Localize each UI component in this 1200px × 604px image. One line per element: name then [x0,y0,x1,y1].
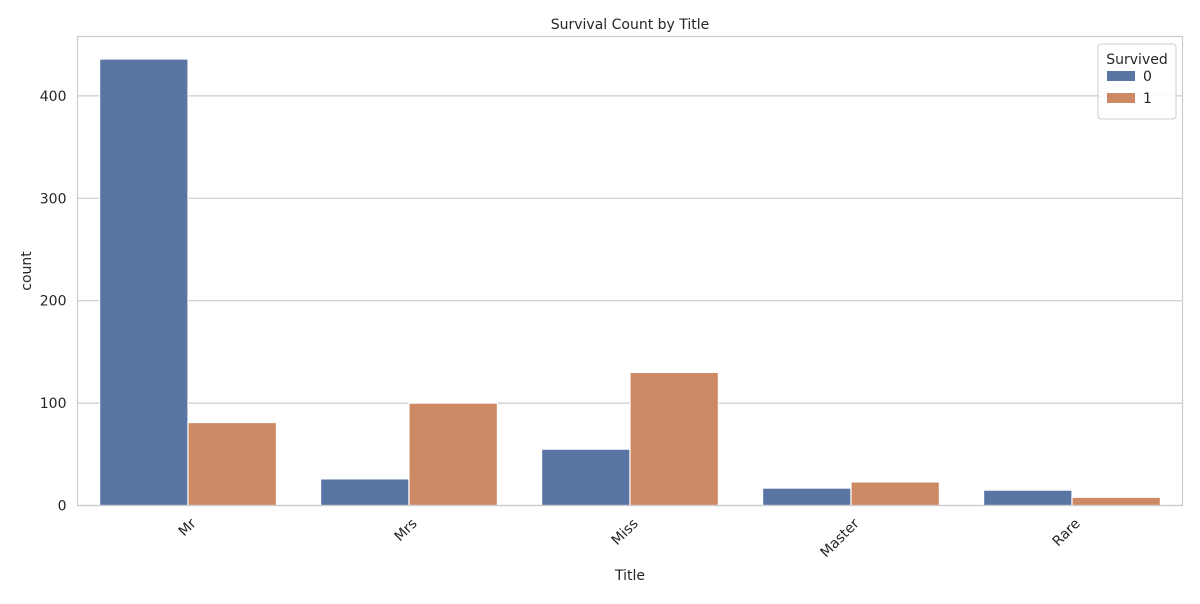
bar-master-series-0 [761,487,852,507]
bar-mr-series-0 [98,58,189,507]
bar-rare-series-0 [982,489,1073,507]
legend-label: 0 [1143,69,1152,85]
legend: Survived 01 [1097,43,1177,120]
plot-frame [76,35,1184,507]
bar-master-series-1 [850,481,941,507]
bar-mrs-series-1 [408,402,499,507]
x-tick-label: Miss [609,516,642,549]
y-tick-label: 0 [58,499,67,515]
bars [98,58,1162,507]
x-tick-label: Master [817,516,862,561]
x-tick-label: Mrs [392,516,421,545]
legend-title: Survived [1106,52,1167,68]
legend-swatch [1107,71,1135,81]
y-tick-labels: 0 100 200 300 400 [40,89,67,515]
x-tick-labels: Mr Mrs Miss Master Rare [176,516,1084,561]
x-tick-label: Rare [1050,516,1084,550]
y-tick-label: 300 [40,191,67,207]
y-tick-label: 200 [40,294,67,310]
bar-rare-series-1 [1071,496,1162,507]
legend-label: 1 [1143,91,1152,107]
y-tick-label: 100 [40,396,67,412]
y-tick-label: 400 [40,89,67,105]
bar-mrs-series-0 [320,478,410,507]
x-axis-label: Title [614,568,645,584]
legend-items: 01 [1107,69,1152,107]
x-tick-label: Mr [176,516,200,540]
bar-miss-series-1 [629,371,720,507]
bar-mr-series-1 [187,421,278,507]
legend-swatch [1107,93,1135,103]
bar-miss-series-0 [540,448,631,507]
chart-title: Survival Count by Title [551,17,710,33]
y-axis-label: count [19,251,35,291]
